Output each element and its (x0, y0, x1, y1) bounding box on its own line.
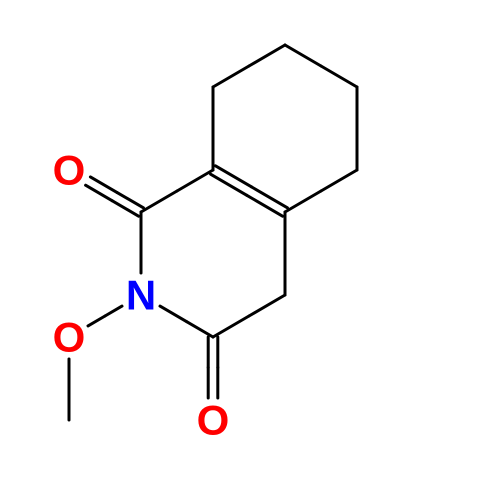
bond (285, 45, 321, 66)
bond (141, 191, 177, 212)
bond (160, 306, 186, 321)
bond (247, 195, 283, 216)
bond (88, 316, 105, 326)
oxygen-atom-label: O (197, 397, 230, 444)
oxygen-atom-label: O (53, 314, 86, 361)
bond (215, 166, 251, 187)
bond (213, 316, 249, 337)
bond (249, 45, 285, 66)
bond (251, 187, 287, 208)
bond (321, 170, 357, 191)
oxygen-atom-label: O (53, 147, 86, 194)
bond (211, 174, 247, 195)
bond (249, 295, 285, 316)
bond (285, 191, 321, 212)
nitrogen-atom-label: N (126, 272, 156, 319)
molecule-diagram: NOOO (0, 0, 500, 500)
bond (321, 66, 357, 87)
bond (187, 322, 213, 337)
bond (105, 306, 122, 316)
bond (213, 66, 249, 87)
bond (177, 170, 213, 191)
